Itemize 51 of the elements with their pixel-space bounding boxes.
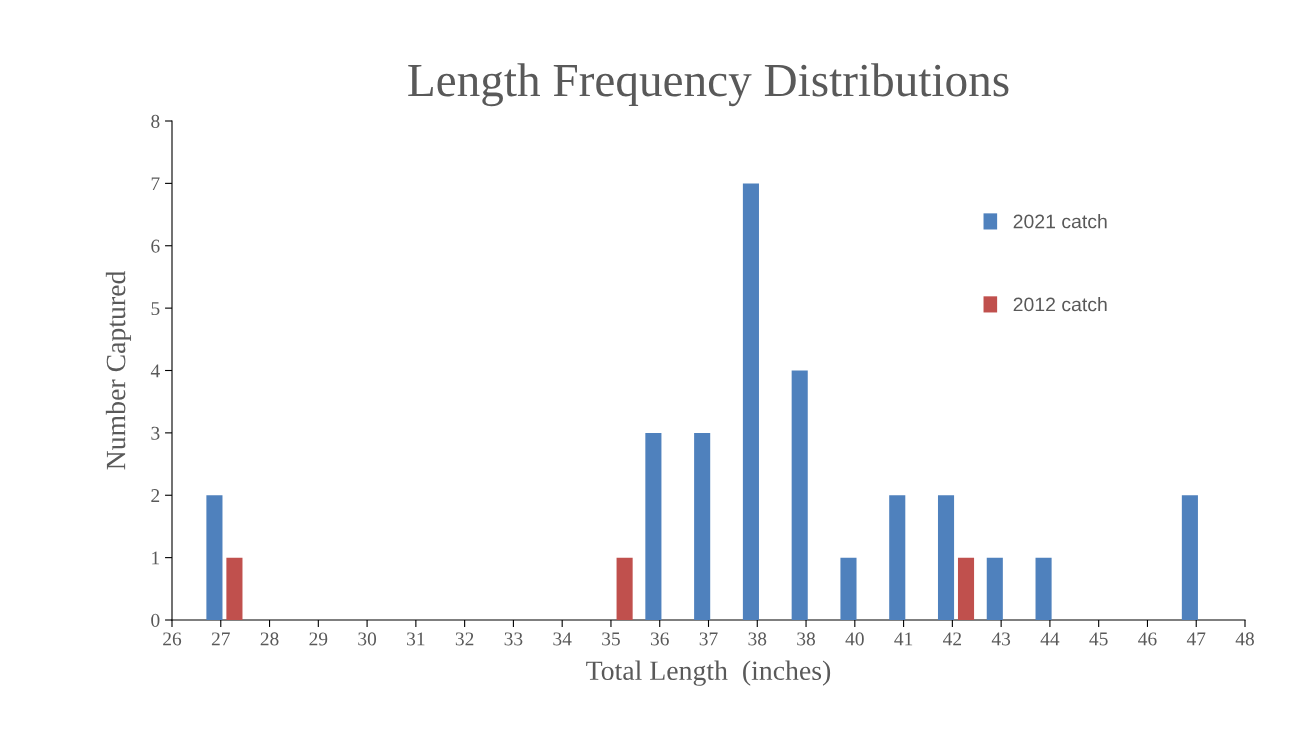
x-tick-label: 35 <box>602 632 620 646</box>
x-tick-label: 48 <box>1235 632 1254 646</box>
x-tick-label: 40 <box>845 632 864 646</box>
x-tick-label: 45 <box>1089 632 1108 646</box>
bar <box>1035 557 1052 620</box>
y-tick-label: 7 <box>151 177 160 191</box>
bar <box>957 557 975 620</box>
x-tick-label: 33 <box>504 632 523 646</box>
legend-label: 2012 catch <box>1013 297 1107 312</box>
bar <box>645 432 662 620</box>
x-tick-label: 30 <box>358 632 377 646</box>
bar <box>694 432 711 620</box>
bar <box>226 557 243 620</box>
y-tick-label: 3 <box>151 426 160 440</box>
bar <box>840 557 857 620</box>
y-tick-label: 2 <box>151 489 160 502</box>
x-tick-label: 46 <box>1138 632 1157 646</box>
x-tick-label: 26 <box>163 632 182 646</box>
y-tick-label: 4 <box>150 364 160 378</box>
bar <box>791 370 808 620</box>
y-tick-label: 0 <box>151 613 160 627</box>
bar <box>206 495 223 620</box>
x-axis-title: Total Length (inches) <box>586 660 831 686</box>
bar <box>1181 495 1198 620</box>
x-tick-label: 36 <box>650 632 669 646</box>
x-tick-label: 34 <box>553 632 572 646</box>
x-tick-label: 31 <box>407 632 425 646</box>
bar <box>616 557 633 620</box>
x-tick-label: 42 <box>943 632 962 646</box>
x-tick-label: 38 <box>748 632 767 646</box>
x-tick-label: 32 <box>455 632 474 646</box>
y-axis-title: Number Captured <box>105 270 132 470</box>
y-tick-label: 6 <box>151 239 160 253</box>
x-tick-label: 37 <box>699 632 718 646</box>
x-tick-label: 44 <box>1040 632 1060 646</box>
y-tick-label: 1 <box>152 551 160 565</box>
x-tick-label: 47 <box>1186 632 1206 646</box>
x-tick-label: 27 <box>211 632 230 646</box>
bar <box>986 557 1003 620</box>
x-tick-label: 29 <box>309 632 328 646</box>
y-tick-label: 8 <box>151 114 160 128</box>
bar <box>889 495 906 620</box>
legend-label: 2021 catch <box>1013 214 1107 229</box>
bar <box>742 183 759 620</box>
x-tick-label: 41 <box>894 632 913 646</box>
chart-title: Length Frequency Distributions <box>408 63 1009 107</box>
x-tick-label: 43 <box>991 632 1011 646</box>
bar <box>937 495 955 620</box>
y-tick-label: 5 <box>151 302 160 316</box>
x-tick-label: 38 <box>797 632 816 646</box>
x-tick-label: 28 <box>260 632 279 646</box>
